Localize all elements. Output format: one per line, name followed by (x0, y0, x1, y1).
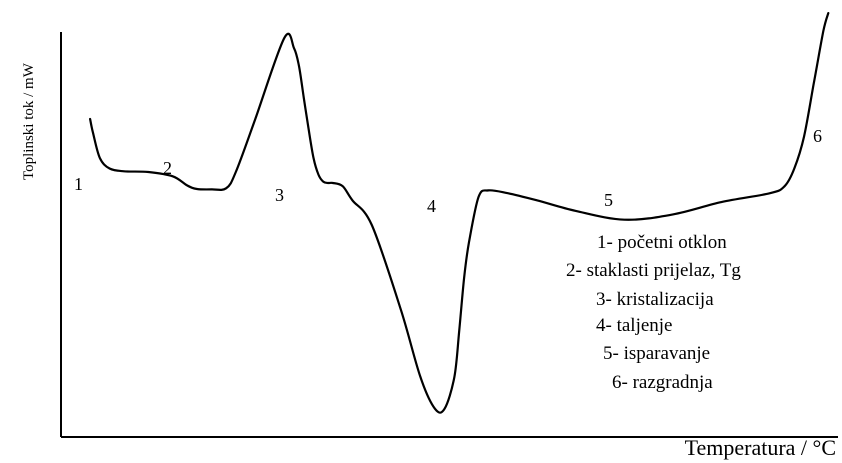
peak-label-1: 1 (74, 174, 83, 194)
x-axis-label: Temperatura / °C (684, 435, 836, 460)
legend-item-4: 4- taljenje (596, 315, 673, 336)
legend-item-6: 6- razgradnja (612, 372, 713, 393)
peak-label-5: 5 (604, 190, 613, 210)
peak-label-6: 6 (813, 126, 822, 146)
legend-item-2: 2- staklasti prijelaz, Tg (566, 260, 741, 281)
y-axis-label: Toplinski tok / mW (21, 63, 37, 180)
series-line-heat-flow (89, 12, 830, 414)
legend-item-5: 5- isparavanje (603, 343, 711, 364)
legend-item-3: 3- kristalizacija (596, 289, 714, 310)
peak-label-3: 3 (275, 185, 284, 205)
peak-label-2: 2 (163, 158, 172, 178)
peak-label-4: 4 (427, 196, 436, 216)
legend-item-1: 1- početni otklon (597, 232, 727, 253)
